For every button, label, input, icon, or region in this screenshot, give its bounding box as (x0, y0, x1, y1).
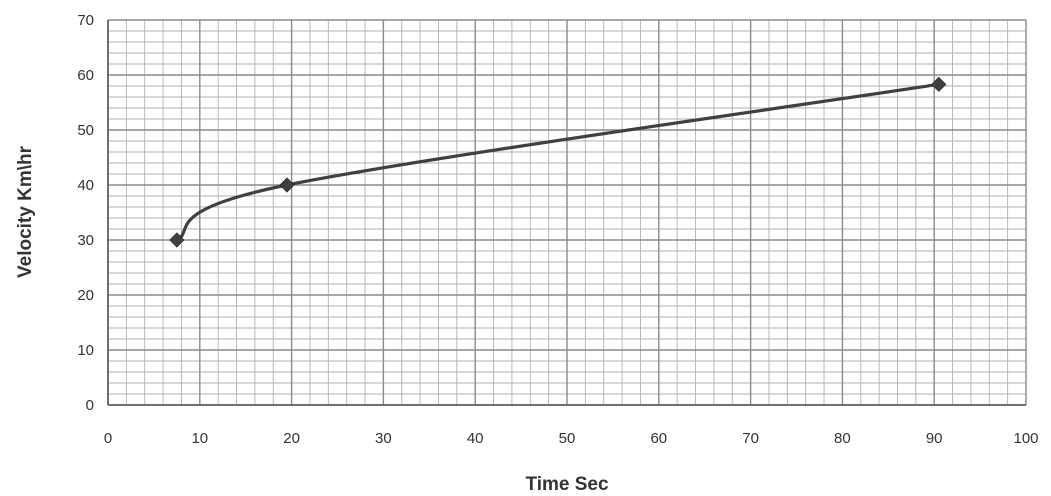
axes (107, 20, 1026, 406)
y-axis-title: Velocity Km\hr (15, 145, 36, 278)
gridlines (107, 19, 1027, 406)
series-layer (169, 76, 947, 248)
x-tick-label: 100 (1013, 430, 1038, 447)
x-tick-label: 40 (467, 430, 484, 447)
x-tick-label: 70 (742, 430, 759, 447)
x-axis-tick-labels: 0 10 20 30 40 50 60 70 80 90 100 (104, 430, 1039, 447)
x-tick-label: 20 (283, 430, 300, 447)
y-axis-tick-labels: 0 10 20 30 40 50 60 70 (77, 12, 94, 414)
data-point-marker (931, 76, 947, 92)
x-tick-label: 90 (926, 430, 943, 447)
data-point-marker (169, 232, 185, 248)
y-tick-label: 50 (77, 122, 94, 139)
x-tick-label: 10 (191, 430, 208, 447)
x-tick-label: 0 (104, 430, 112, 447)
x-tick-label: 50 (559, 430, 576, 447)
y-tick-label: 40 (77, 177, 94, 194)
x-axis-title: Time Sec (525, 474, 609, 495)
x-tick-label: 80 (834, 430, 851, 447)
x-tick-label: 60 (650, 430, 667, 447)
y-tick-label: 20 (77, 287, 94, 304)
y-tick-label: 70 (77, 12, 94, 29)
y-tick-label: 0 (86, 397, 94, 414)
series-line (175, 82, 941, 242)
y-tick-label: 60 (77, 67, 94, 84)
data-point-marker (279, 177, 295, 193)
y-tick-label: 10 (77, 342, 94, 359)
x-tick-label: 30 (375, 430, 392, 447)
y-tick-label: 30 (77, 232, 94, 249)
